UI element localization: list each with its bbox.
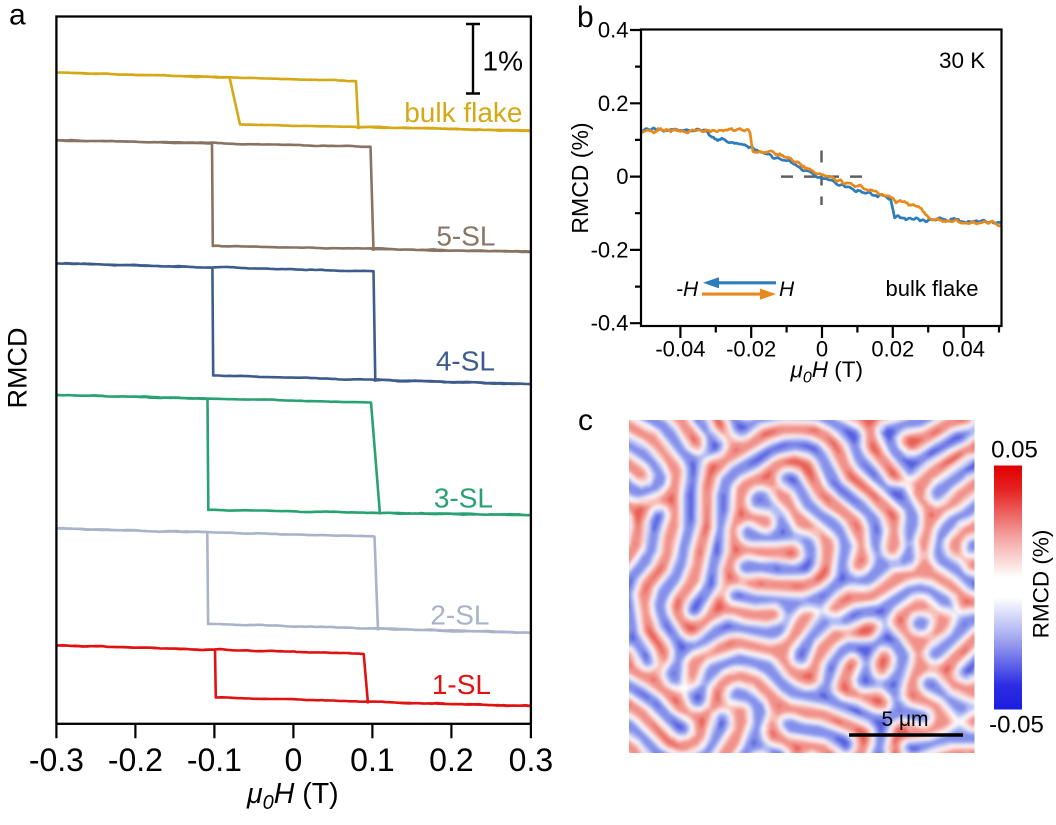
svg-text:a: a [9,0,26,31]
svg-text:0.4: 0.4 [598,18,629,43]
svg-text:30 K: 30 K [939,48,985,73]
svg-text:0: 0 [285,742,303,778]
svg-text:μ0H (T): μ0H (T) [246,778,339,814]
svg-text:1%: 1% [483,46,523,77]
svg-text:0.2: 0.2 [429,742,473,778]
svg-text:-0.02: -0.02 [726,336,776,361]
svg-text:bulk flake: bulk flake [886,276,979,301]
svg-text:0.1: 0.1 [350,742,394,778]
svg-text:3-SL: 3-SL [434,483,493,514]
svg-text:RMCD (%): RMCD (%) [567,122,593,233]
svg-text:-0.05: -0.05 [989,712,1044,739]
svg-text:0.02: 0.02 [871,336,914,361]
svg-text:5-SL: 5-SL [436,220,495,251]
svg-text:0.04: 0.04 [942,336,985,361]
svg-text:H: H [779,278,795,301]
svg-text:5 μm: 5 μm [881,708,928,731]
svg-text:0.2: 0.2 [598,91,629,116]
svg-text:0.3: 0.3 [509,742,553,778]
svg-text:b: b [577,1,594,34]
svg-text:-0.2: -0.2 [108,742,163,778]
svg-text:2-SL: 2-SL [430,599,489,630]
svg-text:c: c [578,404,593,437]
svg-text:-H: -H [676,278,699,301]
svg-text:4-SL: 4-SL [436,345,495,376]
svg-text:-0.4: -0.4 [591,311,629,336]
svg-text:RMCD (%): RMCD (%) [1029,530,1054,639]
svg-text:0: 0 [616,164,628,189]
svg-text:μ0H (T): μ0H (T) [790,357,863,387]
svg-text:bulk flake: bulk flake [404,97,522,128]
svg-text:-0.1: -0.1 [187,742,242,778]
svg-text:0.05: 0.05 [991,436,1038,463]
svg-text:-0.2: -0.2 [591,237,629,262]
svg-text:0: 0 [816,336,828,361]
svg-text:-0.3: -0.3 [29,742,84,778]
svg-text:-0.04: -0.04 [655,336,705,361]
svg-text:RMCD: RMCD [3,328,33,409]
svg-text:1-SL: 1-SL [432,669,491,700]
